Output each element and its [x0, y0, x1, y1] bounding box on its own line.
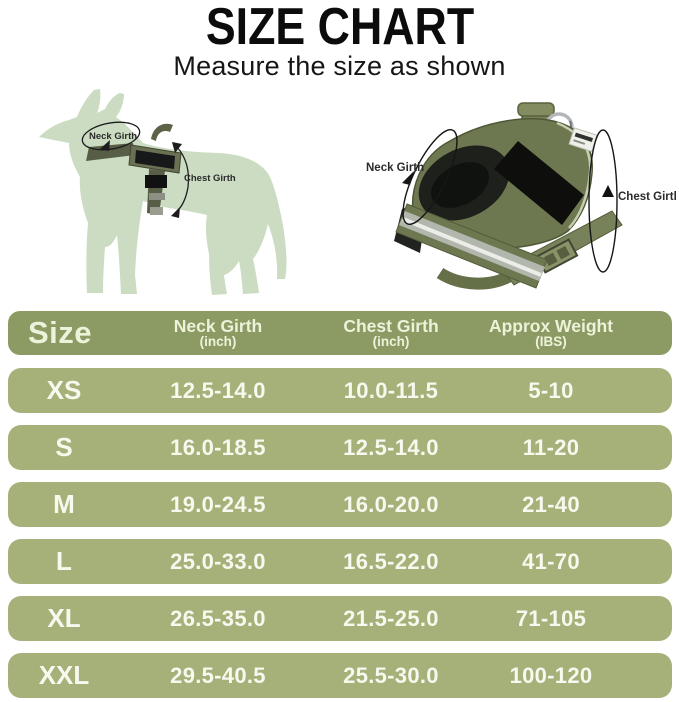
chest-girth-cell: 12.5-14.0 — [343, 434, 439, 460]
table-row-m: M 19.0-24.5 16.0-20.0 21-40 — [8, 482, 672, 527]
neck-girth-cell: 12.5-14.0 — [170, 377, 266, 403]
page-subtitle: Measure the size as shown — [173, 51, 506, 81]
weight-cell: 11-20 — [522, 434, 580, 460]
size-cell: XS — [46, 375, 82, 405]
table-header-row: Size Neck Girth (inch) Chest Girth (inch… — [8, 311, 672, 355]
header-label: Neck Girth — [173, 315, 263, 336]
header-approx-weight: Approx Weight (IBS) — [489, 317, 613, 349]
harness-measurement-diagram: Neck Girth Chest Girth — [366, 102, 676, 290]
neck-girth-cell: 29.5-40.5 — [170, 662, 266, 688]
page-header: SIZE CHART Measure the size as shown — [0, 0, 679, 89]
dog-harness-illustration — [86, 123, 182, 215]
header-unit: (inch) — [372, 334, 410, 350]
chest-girth-arrow-icon — [602, 185, 614, 197]
harness-chest-girth-label: Chest Girth — [618, 191, 676, 203]
size-cell: M — [53, 489, 75, 519]
table-row-xs: XS 12.5-14.0 10.0-11.5 5-10 — [8, 368, 672, 413]
header-size: Size — [28, 315, 93, 350]
weight-cell: 5-10 — [528, 377, 574, 403]
strap-adjuster-icon — [535, 238, 579, 274]
chest-girth-arrow-icon — [172, 142, 182, 153]
header-unit: (IBS) — [535, 334, 567, 350]
dog-chest-girth-label: Chest Girth — [184, 173, 236, 184]
dog-silhouette-icon — [39, 89, 287, 295]
chest-girth-cell: 16.0-20.0 — [343, 491, 439, 517]
header-label: Approx Weight — [488, 315, 614, 336]
chest-girth-cell: 16.5-22.0 — [343, 548, 439, 574]
size-cell: S — [55, 432, 73, 462]
chest-girth-arc — [175, 146, 190, 213]
neck-girth-ellipse — [402, 129, 458, 225]
size-cell: L — [56, 546, 72, 576]
weight-cell: 41-70 — [522, 548, 580, 574]
harness-neck-girth-label: Neck Girth — [366, 162, 424, 174]
chest-girth-ellipse — [588, 129, 618, 273]
table-row-l: L 25.0-33.0 16.5-22.0 41-70 — [8, 539, 672, 584]
dog-measurement-diagram: Neck Girth Chest Girth — [39, 89, 287, 295]
page-title: SIZE CHART — [205, 0, 474, 56]
measurement-figures: Neck Girth Chest Girth — [0, 89, 679, 308]
header-chest-girth: Chest Girth (inch) — [343, 317, 438, 349]
size-cell: XL — [47, 603, 81, 633]
harness-illustration — [394, 102, 623, 290]
size-table: Size Neck Girth (inch) Chest Girth (inch… — [0, 308, 679, 698]
neck-girth-cell: 16.0-18.5 — [170, 434, 266, 460]
weight-cell: 21-40 — [522, 491, 580, 517]
table-row-xl: XL 26.5-35.0 21.5-25.0 71-105 — [8, 596, 672, 641]
weight-cell: 100-120 — [509, 662, 593, 688]
table-row-xxl: XXL 29.5-40.5 25.5-30.0 100-120 — [8, 653, 672, 698]
header-unit: (inch) — [199, 334, 237, 350]
neck-girth-ellipse — [81, 121, 141, 151]
velcro-patch — [494, 141, 584, 225]
weight-cell: 71-105 — [515, 605, 587, 631]
chest-girth-cell: 21.5-25.0 — [343, 605, 439, 631]
chest-girth-cell: 25.5-30.0 — [343, 662, 439, 688]
neck-girth-arrow-icon — [402, 171, 414, 185]
dog-neck-girth-label: Neck Girth — [89, 131, 137, 142]
chest-girth-cell: 10.0-11.5 — [343, 377, 439, 403]
neck-girth-arrow-icon — [100, 140, 110, 151]
header-label: Chest Girth — [343, 315, 439, 336]
neck-girth-cell: 19.0-24.5 — [170, 491, 266, 517]
neck-girth-cell: 25.0-33.0 — [170, 548, 266, 574]
chest-girth-arrow2-icon — [171, 207, 180, 218]
header-neck-girth: Neck Girth (inch) — [174, 317, 263, 349]
neck-girth-cell: 26.5-35.0 — [170, 605, 266, 631]
size-cell: XXL — [38, 660, 90, 690]
table-row-s: S 16.0-18.5 12.5-14.0 11-20 — [8, 425, 672, 470]
